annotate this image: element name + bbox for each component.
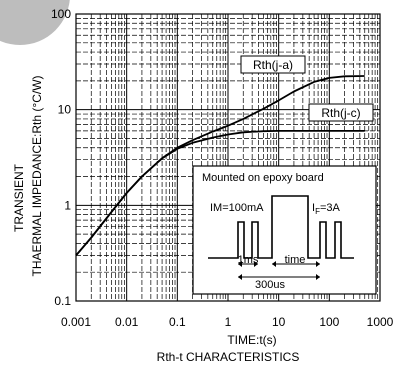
y-tick-label: 10 xyxy=(58,103,72,117)
x-tick-label: 0.001 xyxy=(61,315,91,329)
inset-if-label: IF=3A xyxy=(312,202,340,216)
x-tick-label: 1 xyxy=(225,315,232,329)
legend-rth-ja: Rth(j-a) xyxy=(240,55,306,74)
inset-heading: Mounted on epoxy board xyxy=(202,172,324,184)
plot-frame xyxy=(75,13,381,302)
curves xyxy=(75,75,365,256)
inset-ms-arrowheads xyxy=(238,261,258,267)
x-tick-label: 0.1 xyxy=(169,315,186,329)
x-tick-label: 10 xyxy=(272,315,286,329)
inset-box: Mounted on epoxy board IM=100mA IF=3A 1m… xyxy=(192,165,377,295)
x-tick-label: 1000 xyxy=(367,315,394,329)
chart-title: Rth-t CHARACTERISTICS xyxy=(157,350,300,364)
inset-us-label: 300us xyxy=(255,279,285,291)
inset-time-label: time xyxy=(285,254,306,266)
tick-labels: 0.001 0.01 0.1 1 10 100 1000 0.1 1 10 100 xyxy=(51,7,394,329)
y-tick-label: 1 xyxy=(64,198,71,212)
legend-rth-jc: Rth(j-c) xyxy=(308,103,374,122)
y-tick-label: 100 xyxy=(51,7,71,21)
legend-label-jc: Rth(j-c) xyxy=(321,106,360,120)
legend-label-ja: Rth(j-a) xyxy=(253,58,293,72)
inset-pulse-waveform xyxy=(208,195,354,259)
series-line-rth-jc xyxy=(75,130,365,256)
x-axis-label: TIME:t(s) xyxy=(227,333,276,347)
corner-decoration xyxy=(0,0,70,45)
inset-ms-label: 1ms xyxy=(238,254,259,266)
y-axis-label-line1: TRANSIENT xyxy=(12,163,26,232)
x-tick-label: 100 xyxy=(319,315,339,329)
x-tick-label: 0.01 xyxy=(115,315,139,329)
y-axis-label-line2: THAERMAL IMPEDANCE:Rth (°C/W) xyxy=(30,75,44,276)
inset-im-label: IM=100mA xyxy=(210,202,264,214)
y-tick-label: 0.1 xyxy=(54,294,71,308)
